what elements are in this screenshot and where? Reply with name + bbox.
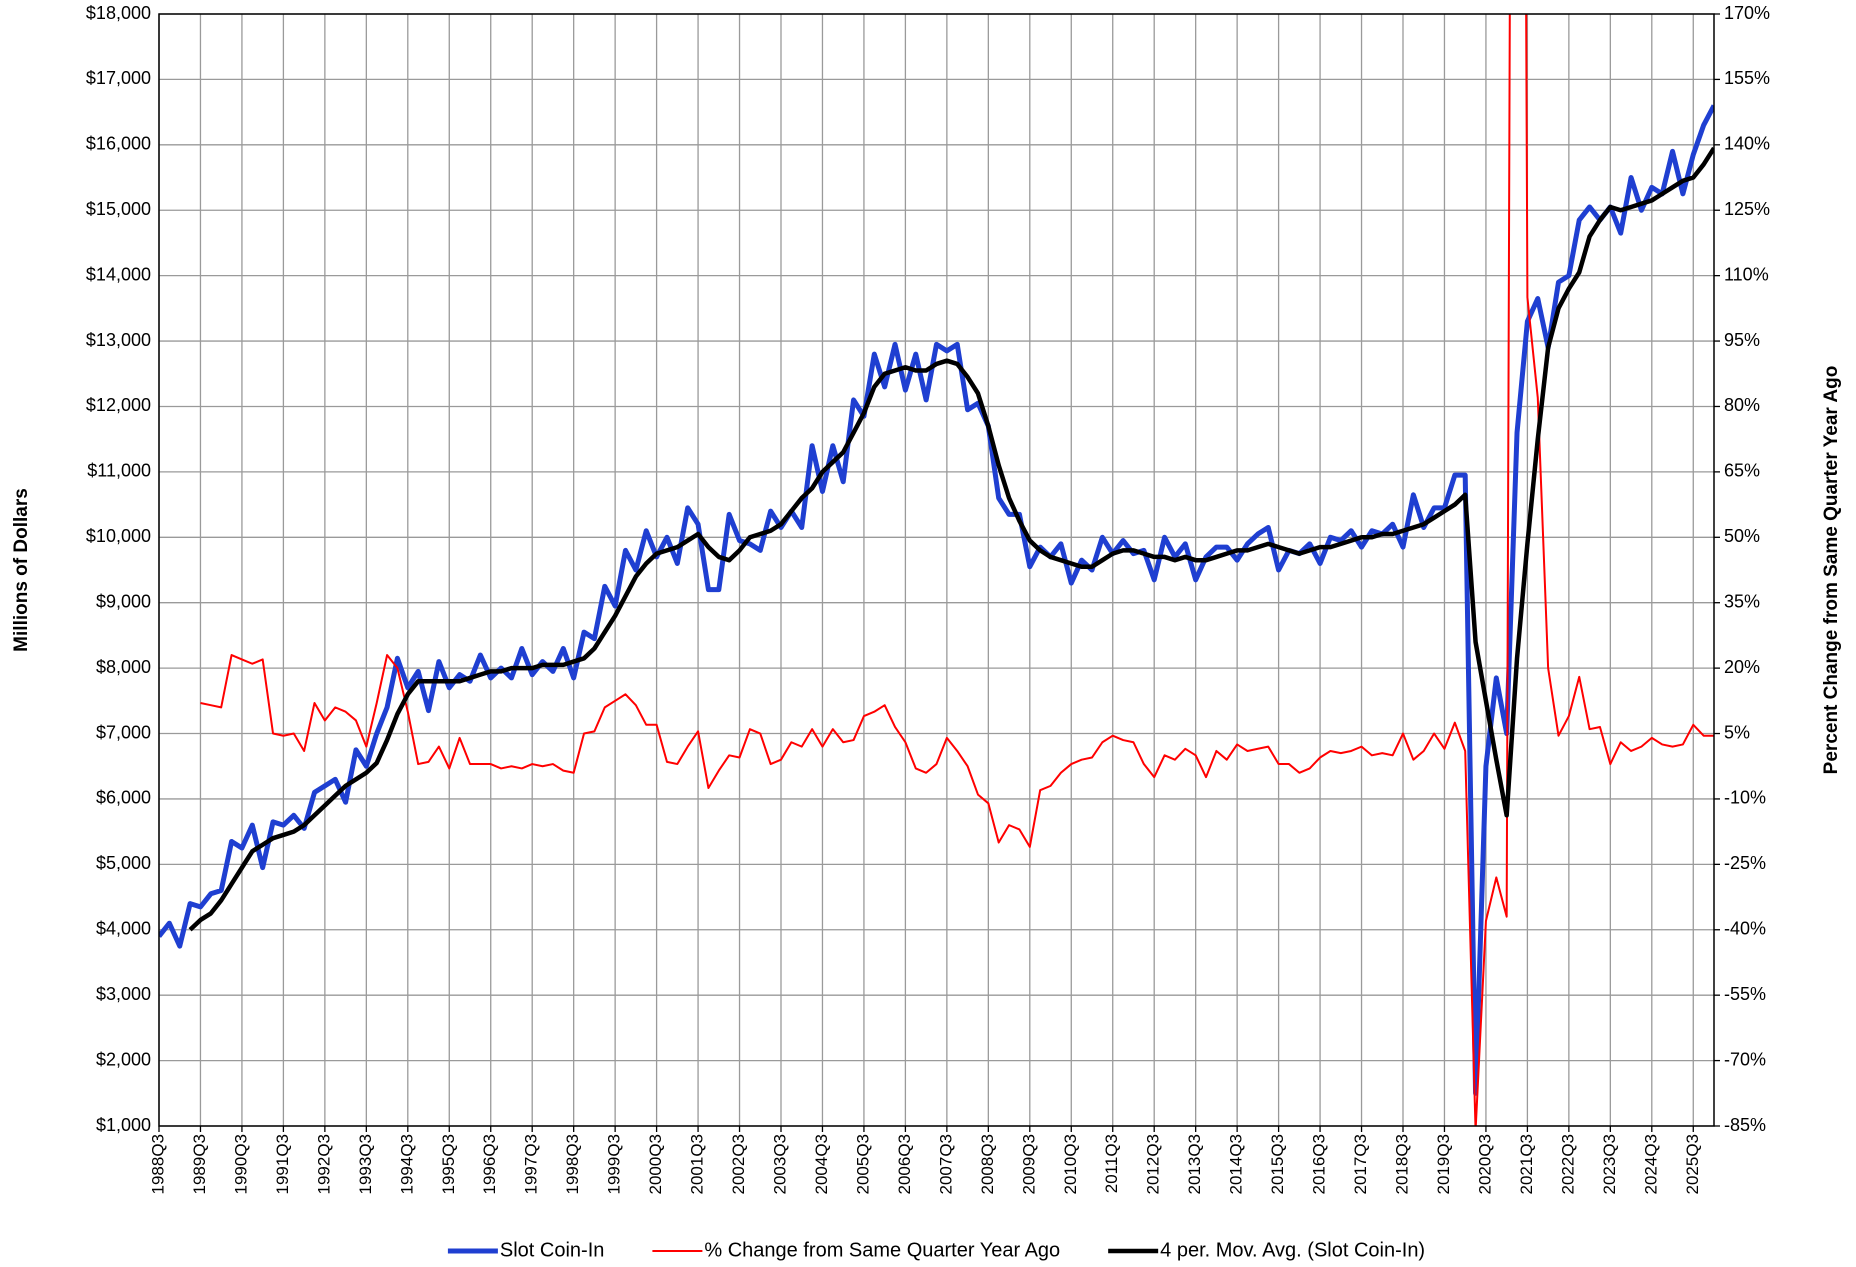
x-tick-label: 2001Q3	[688, 1134, 707, 1195]
y-tick-label: $15,000	[86, 199, 151, 219]
y-tick-label: $1,000	[96, 1115, 151, 1135]
x-tick-label: 1990Q3	[231, 1134, 250, 1195]
labels: $1,000 $2,000 $3,000 $4,000 $5,000 $6,000 $7,0…	[86, 3, 1770, 1195]
y2-tick-label: 110%	[1724, 264, 1769, 284]
y-axis-title: Millions of Dollars	[11, 488, 32, 652]
x-tick-label: 2016Q3	[1310, 1134, 1329, 1195]
x-tick-label: 1998Q3	[563, 1134, 582, 1195]
x-tick-label: 2012Q3	[1144, 1134, 1163, 1195]
legend-label: 4 per. Mov. Avg. (Slot Coin-In)	[1160, 1239, 1425, 1261]
x-tick-label: 1992Q3	[314, 1134, 333, 1195]
y2-tick-label: -85%	[1724, 1115, 1766, 1135]
x-tick-label: 1989Q3	[190, 1134, 209, 1195]
y-tick-label: $9,000	[96, 591, 151, 611]
series-line	[159, 104, 1714, 1096]
x-tick-label: 2005Q3	[853, 1134, 872, 1195]
plot-lines	[159, 14, 1714, 1126]
x-tick-label: 2008Q3	[978, 1134, 997, 1195]
y2-tick-label: 50%	[1724, 526, 1760, 546]
y2-tick-label: 35%	[1724, 591, 1760, 611]
x-tick-label: 2019Q3	[1434, 1134, 1453, 1195]
legend-item: Slot Coin-In	[447, 1239, 605, 1261]
y-tick-label: $16,000	[86, 134, 151, 154]
legend-item: 4 per. Mov. Avg. (Slot Coin-In)	[1108, 1239, 1425, 1261]
legend-label: Slot Coin-In	[500, 1239, 605, 1261]
y2-tick-label: 20%	[1724, 657, 1760, 677]
y-tick-label: $2,000	[96, 1049, 151, 1069]
y-tick-label: $12,000	[86, 395, 151, 415]
x-tick-label: 1997Q3	[522, 1134, 541, 1195]
x-tick-label: 2025Q3	[1683, 1134, 1702, 1195]
x-tick-label: 1995Q3	[439, 1134, 458, 1195]
y2-tick-label: 65%	[1724, 461, 1760, 481]
x-tick-label: 2010Q3	[1061, 1134, 1080, 1195]
y2-tick-label: -40%	[1724, 919, 1766, 939]
x-tick-label: 2000Q3	[646, 1134, 665, 1195]
x-tick-label: 2011Q3	[1102, 1134, 1121, 1193]
y2-tick-label: 170%	[1724, 3, 1770, 23]
y-tick-label: $13,000	[86, 330, 151, 350]
legend-label: % Change from Same Quarter Year Ago	[704, 1239, 1060, 1261]
y-tick-label: $7,000	[96, 722, 151, 742]
x-tick-label: 2018Q3	[1392, 1134, 1411, 1195]
x-tick-label: 2003Q3	[770, 1134, 789, 1195]
y2-tick-label: 155%	[1724, 68, 1770, 88]
y2-tick-label: -25%	[1724, 853, 1766, 873]
plot-frame	[158, 13, 1715, 1127]
y-tick-label: $14,000	[86, 264, 151, 284]
x-tick-label: 1999Q3	[605, 1134, 624, 1195]
x-tick-label: 2020Q3	[1475, 1134, 1494, 1195]
grid	[158, 13, 1720, 1132]
x-tick-label: 2021Q3	[1517, 1134, 1536, 1195]
y2-tick-label: 5%	[1724, 722, 1750, 742]
y-tick-label: $4,000	[96, 919, 151, 939]
x-tick-label: 2024Q3	[1641, 1134, 1660, 1195]
y-tick-label: $11,000	[87, 461, 151, 481]
y2-tick-label: -55%	[1724, 984, 1766, 1004]
x-tick-label: 1991Q3	[273, 1134, 292, 1195]
x-tick-label: 2013Q3	[1185, 1134, 1204, 1195]
x-tick-label: 2017Q3	[1351, 1134, 1370, 1195]
series-line	[188, 146, 1714, 932]
x-tick-label: 1994Q3	[397, 1134, 416, 1195]
x-tick-label: 2014Q3	[1227, 1134, 1246, 1195]
y-tick-label: $17,000	[86, 68, 151, 88]
legend-item: % Change from Same Quarter Year Ago	[652, 1239, 1060, 1261]
y2-tick-label: 80%	[1724, 395, 1760, 415]
x-tick-label: 2004Q3	[812, 1134, 831, 1195]
y2-axis-title: Percent Change from Same Quarter Year Ag…	[1821, 366, 1842, 775]
x-tick-label: 2006Q3	[895, 1134, 914, 1195]
y-tick-label: $10,000	[86, 526, 151, 546]
y2-tick-label: 140%	[1724, 134, 1770, 154]
y-tick-label: $6,000	[96, 788, 151, 808]
x-tick-label: 1993Q3	[356, 1134, 375, 1195]
y2-tick-label: -10%	[1724, 788, 1766, 808]
x-tick-label: 2002Q3	[729, 1134, 748, 1195]
y2-tick-label: 95%	[1724, 330, 1760, 350]
x-tick-label: 1988Q3	[148, 1134, 167, 1195]
y-tick-label: $5,000	[96, 853, 151, 873]
x-tick-label: 1996Q3	[480, 1134, 499, 1195]
y-tick-label: $18,000	[86, 3, 151, 23]
x-tick-label: 2023Q3	[1600, 1134, 1619, 1195]
x-tick-label: 2009Q3	[1019, 1134, 1038, 1195]
y2-tick-label: -70%	[1724, 1049, 1766, 1069]
x-tick-label: 2015Q3	[1268, 1134, 1287, 1195]
x-tick-label: 2007Q3	[936, 1134, 955, 1195]
series-line	[200, 14, 1714, 1126]
y-tick-label: $3,000	[96, 984, 151, 1004]
legend: Slot Coin-In % Change from Same Quarter Y…	[447, 1239, 1425, 1261]
x-tick-label: 2022Q3	[1558, 1134, 1577, 1195]
y2-tick-label: 125%	[1724, 199, 1770, 219]
y-tick-label: $8,000	[96, 657, 151, 677]
